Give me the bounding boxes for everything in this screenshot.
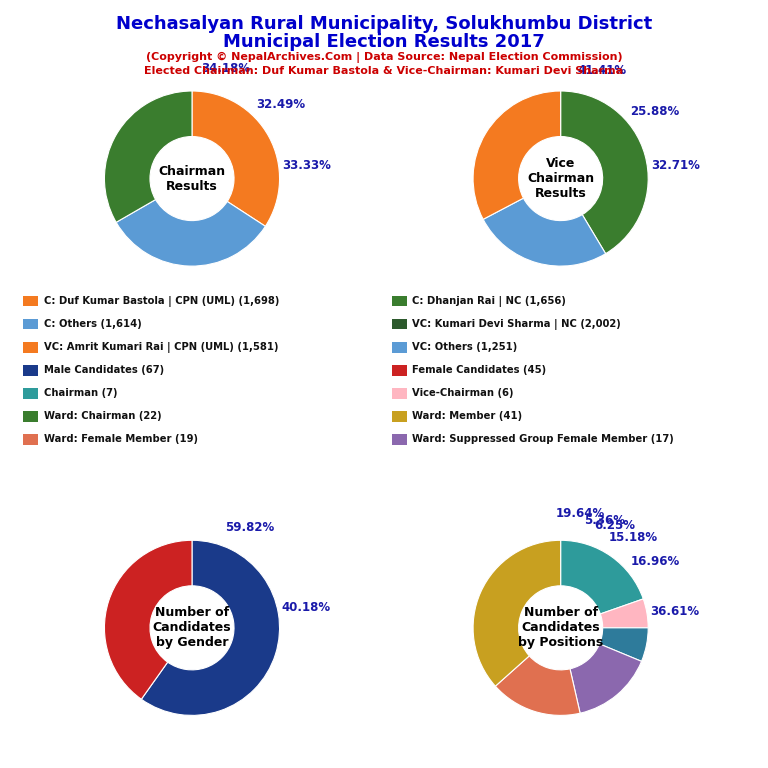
- Text: 5.36%: 5.36%: [584, 515, 625, 528]
- Text: C: Dhanjan Rai | NC (1,656): C: Dhanjan Rai | NC (1,656): [412, 296, 566, 306]
- Wedge shape: [570, 644, 641, 713]
- Text: VC: Others (1,251): VC: Others (1,251): [412, 342, 518, 353]
- Text: Number of
Candidates
by Positions: Number of Candidates by Positions: [518, 607, 604, 649]
- Wedge shape: [561, 91, 648, 253]
- Text: Vice
Chairman
Results: Vice Chairman Results: [527, 157, 594, 200]
- Text: (Copyright © NepalArchives.Com | Data Source: Nepal Election Commission): (Copyright © NepalArchives.Com | Data So…: [146, 52, 622, 63]
- Text: Municipal Election Results 2017: Municipal Election Results 2017: [223, 33, 545, 51]
- Wedge shape: [116, 200, 266, 266]
- Text: 32.49%: 32.49%: [257, 98, 306, 111]
- Text: 19.64%: 19.64%: [556, 508, 605, 521]
- Text: Female Candidates (45): Female Candidates (45): [412, 365, 547, 376]
- Text: 59.82%: 59.82%: [225, 521, 274, 535]
- Text: Ward: Suppressed Group Female Member (17): Ward: Suppressed Group Female Member (17…: [412, 434, 674, 445]
- Text: 40.18%: 40.18%: [281, 601, 330, 614]
- Text: Male Candidates (67): Male Candidates (67): [44, 365, 164, 376]
- Wedge shape: [600, 627, 648, 661]
- Wedge shape: [601, 599, 648, 627]
- Text: Vice-Chairman (6): Vice-Chairman (6): [412, 388, 514, 399]
- Text: Nechasalyan Rural Municipality, Solukhumbu District: Nechasalyan Rural Municipality, Solukhum…: [116, 15, 652, 33]
- Wedge shape: [104, 91, 192, 222]
- Text: 36.61%: 36.61%: [650, 604, 700, 617]
- Text: C: Others (1,614): C: Others (1,614): [44, 319, 141, 329]
- Text: 34.18%: 34.18%: [201, 61, 250, 74]
- Text: VC: Amrit Kumari Rai | CPN (UML) (1,581): VC: Amrit Kumari Rai | CPN (UML) (1,581): [44, 342, 278, 353]
- Wedge shape: [141, 541, 280, 715]
- Text: Elected Chairman: Duf Kumar Bastola & Vice-Chairman: Kumari Devi Sharma: Elected Chairman: Duf Kumar Bastola & Vi…: [144, 66, 624, 76]
- Text: 32.71%: 32.71%: [651, 159, 700, 172]
- Text: 25.88%: 25.88%: [630, 104, 679, 118]
- Text: Ward: Member (41): Ward: Member (41): [412, 411, 522, 422]
- Wedge shape: [495, 656, 580, 715]
- Wedge shape: [473, 91, 561, 220]
- Text: Chairman
Results: Chairman Results: [158, 164, 226, 193]
- Wedge shape: [104, 541, 192, 699]
- Text: 41.41%: 41.41%: [577, 64, 626, 77]
- Wedge shape: [561, 541, 644, 614]
- Text: VC: Kumari Devi Sharma | NC (2,002): VC: Kumari Devi Sharma | NC (2,002): [412, 319, 621, 329]
- Text: C: Duf Kumar Bastola | CPN (UML) (1,698): C: Duf Kumar Bastola | CPN (UML) (1,698): [44, 296, 279, 306]
- Text: 16.96%: 16.96%: [631, 555, 680, 568]
- Text: Chairman (7): Chairman (7): [44, 388, 118, 399]
- Wedge shape: [483, 198, 606, 266]
- Text: 15.18%: 15.18%: [608, 531, 657, 545]
- Text: Ward: Chairman (22): Ward: Chairman (22): [44, 411, 161, 422]
- Text: Ward: Female Member (19): Ward: Female Member (19): [44, 434, 198, 445]
- Wedge shape: [473, 541, 561, 686]
- Text: 6.25%: 6.25%: [594, 519, 636, 532]
- Text: Number of
Candidates
by Gender: Number of Candidates by Gender: [153, 607, 231, 649]
- Wedge shape: [192, 91, 280, 227]
- Text: 33.33%: 33.33%: [283, 159, 331, 171]
